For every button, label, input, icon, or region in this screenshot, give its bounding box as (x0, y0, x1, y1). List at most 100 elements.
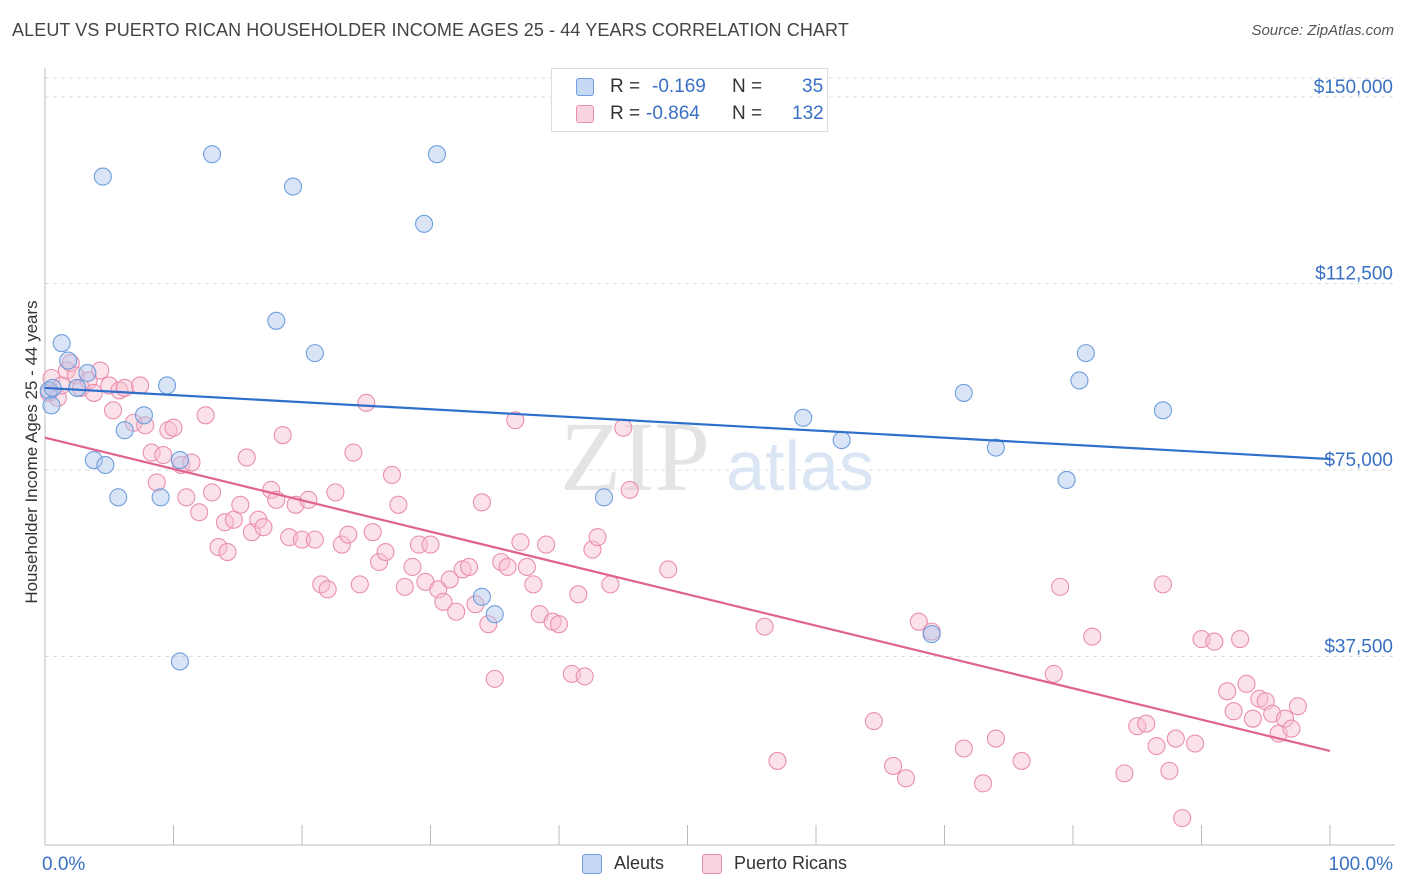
source-note: Source: ZipAtlas.com (1251, 22, 1394, 39)
puerto-rican-point (131, 376, 150, 395)
puerto-rican-point (614, 418, 633, 437)
aleut-point (954, 383, 973, 402)
r-label: R = (610, 76, 641, 97)
puerto-rican-point (332, 535, 351, 554)
aleut-point (170, 451, 189, 470)
n-label: N = (732, 103, 763, 124)
aleut-point (151, 488, 170, 507)
aleut-point (59, 351, 78, 370)
puerto-rican-point (511, 533, 530, 552)
grid-lines (45, 77, 1395, 657)
puerto-rican-point (1224, 702, 1243, 721)
aleuts-swatch (582, 854, 602, 874)
stats-legend: R = -0.169 N = 35 R = -0.864 N = 132 (551, 68, 828, 132)
puerto-rican-point (524, 575, 543, 594)
puerto-rican-point (209, 538, 228, 557)
puerto-rican-point (339, 525, 358, 544)
puerto-rican-point (434, 592, 453, 611)
aleut-point (78, 363, 97, 383)
watermark-atlas: atlas (726, 427, 874, 505)
puerto-rican-point (382, 465, 402, 485)
aleut-point (84, 451, 103, 470)
puerto-rican-point (896, 769, 916, 788)
puerto-rican-point (1275, 709, 1295, 728)
watermark: ZIP atlas (560, 401, 874, 512)
puerto-rican-point (147, 473, 166, 492)
puerto-ricans-swatch (702, 854, 722, 874)
puerto-rican-point (479, 615, 498, 634)
n-value: 132 (792, 103, 824, 124)
puerto-rican-point (466, 595, 485, 614)
puerto-rican-point (124, 413, 143, 432)
puerto-rican-point (1147, 736, 1166, 756)
puerto-rican-point (755, 617, 774, 636)
puerto-rican-point (177, 488, 196, 507)
aleut-point (170, 652, 189, 671)
trend-lines (44, 386, 1331, 753)
puerto-rican-point (395, 577, 414, 596)
aleut-point (1153, 401, 1172, 420)
puerto-rican-point (196, 406, 215, 425)
puerto-rican-point (370, 552, 389, 572)
puerto-rican-point (498, 557, 517, 577)
aleut-point (427, 145, 446, 164)
puerto-rican-point (326, 483, 345, 502)
puerto-rican-point (1186, 734, 1205, 753)
puerto-rican-point (164, 418, 183, 437)
aleut-point (42, 396, 61, 415)
puerto-rican-point (575, 667, 594, 686)
data-points (39, 145, 1307, 828)
axes (44, 68, 1395, 846)
puerto-rican-point (84, 383, 103, 402)
aleut-point (203, 145, 222, 164)
aleut-point (485, 605, 504, 624)
puerto-rican-point (115, 378, 134, 397)
aleut-point (922, 625, 941, 644)
puerto-rican-point (1282, 719, 1301, 738)
aleut-point (158, 376, 177, 395)
aleut-point (1070, 371, 1089, 390)
aleut-point (1057, 470, 1076, 489)
puerto-rican-point (403, 557, 422, 577)
puerto-rican-point (1218, 682, 1237, 701)
puerto-rican-point (104, 401, 123, 420)
puerto-rican-point (485, 669, 504, 688)
puerto-rican-point (1173, 809, 1192, 828)
puerto-rican-point (1153, 575, 1172, 594)
puerto-rican-point (1160, 761, 1179, 780)
puerto-rican-point (292, 530, 312, 549)
x-tick-label: 0.0% (42, 854, 85, 875)
aleut-point (96, 455, 115, 475)
puerto-rican-point (1288, 697, 1307, 716)
puerto-rican-point (376, 543, 395, 562)
puerto-rican-point (447, 602, 466, 621)
puerto-rican-point (190, 503, 209, 522)
puerto-rican-point (159, 421, 178, 440)
puerto-rican-point (1205, 632, 1224, 651)
puerto-rican-point (224, 510, 243, 529)
puerto-rican-point (620, 480, 639, 499)
puerto-rican-point (986, 729, 1005, 748)
puerto-rican-point (884, 756, 903, 775)
puerto-rican-point (318, 580, 337, 599)
puerto-rican-trend-line (44, 436, 1331, 753)
puerto-rican-point (1115, 764, 1134, 783)
puerto-rican-point (363, 523, 382, 542)
puerto-ricans-swatch (576, 105, 594, 123)
aleut-point (68, 378, 87, 397)
puerto-rican-point (537, 535, 556, 554)
aleut-point (93, 167, 112, 186)
puerto-rican-point (357, 393, 376, 412)
aleut-point (594, 488, 614, 507)
aleut-point (305, 344, 324, 363)
puerto-rican-point (344, 443, 363, 462)
puerto-rican-point (389, 495, 408, 514)
aleut-point (1076, 344, 1095, 363)
puerto-rican-point (768, 751, 787, 770)
y-tick-label: $150,000 (1314, 77, 1393, 98)
puerto-rican-point (154, 446, 173, 465)
puerto-rican-point (273, 426, 292, 445)
puerto-rican-point (110, 381, 129, 400)
puerto-rican-point (506, 411, 525, 430)
puerto-rican-point (231, 495, 250, 514)
